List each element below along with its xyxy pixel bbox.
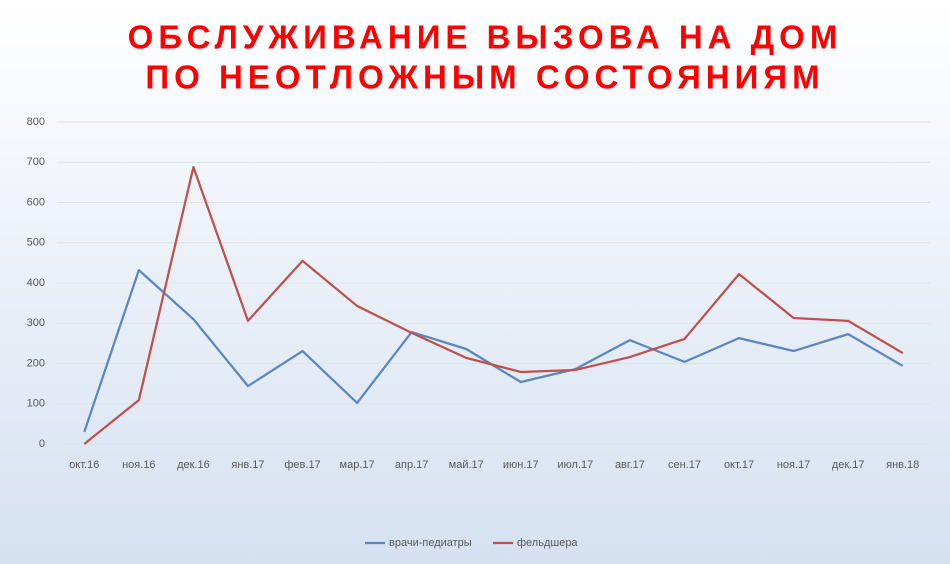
y-tick-label: 700 bbox=[27, 156, 45, 168]
x-tick-label: июл.17 bbox=[557, 459, 593, 471]
x-tick-label: авг.17 bbox=[615, 459, 645, 471]
x-tick-label: окт.17 bbox=[724, 459, 754, 471]
y-tick-label: 600 bbox=[27, 196, 45, 208]
x-tick-label: янв.17 bbox=[231, 459, 264, 471]
chart-title: ОБСЛУЖИВАНИЕ ВЫЗОВА НА ДОМ bbox=[128, 19, 843, 56]
x-tick-label: янв.18 bbox=[886, 459, 919, 471]
x-tick-label: апр.17 bbox=[395, 459, 428, 471]
x-tick-label: дек.17 bbox=[832, 459, 865, 471]
series-line bbox=[83, 165, 904, 445]
y-tick-label: 500 bbox=[27, 237, 45, 249]
legend-label: фельдшера bbox=[517, 537, 578, 549]
x-tick-label: май.17 bbox=[449, 459, 484, 471]
y-tick-label: 300 bbox=[27, 317, 45, 329]
y-tick-label: 800 bbox=[27, 116, 45, 128]
x-tick-label: ноя.17 bbox=[777, 459, 810, 471]
x-tick-label: дек.16 bbox=[177, 459, 210, 471]
chart-title: ПО НЕОТЛОЖНЫМ СОСТОЯНИЯМ bbox=[145, 59, 824, 96]
x-tick-label: ноя.16 bbox=[122, 459, 155, 471]
x-tick-label: июн.17 bbox=[503, 459, 539, 471]
y-tick-label: 200 bbox=[27, 357, 45, 369]
x-tick-label: сен.17 bbox=[668, 459, 701, 471]
y-tick-label: 400 bbox=[27, 277, 45, 289]
y-tick-label: 0 bbox=[39, 438, 45, 450]
y-tick-label: 100 bbox=[27, 398, 45, 410]
legend-label: врачи-педиатры bbox=[389, 537, 472, 549]
x-tick-label: фев.17 bbox=[284, 459, 320, 471]
x-tick-label: окт.16 bbox=[69, 459, 99, 471]
x-tick-label: мар.17 bbox=[340, 459, 375, 471]
